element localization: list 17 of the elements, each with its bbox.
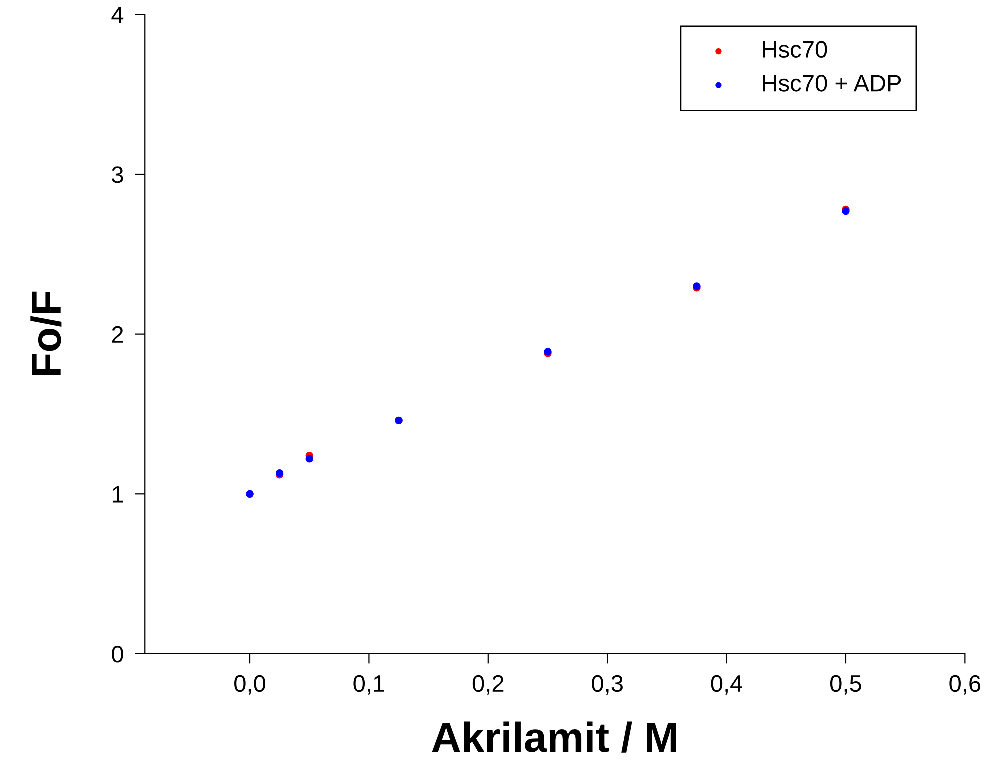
legend-label: Hsc70 + ADP: [763, 75, 902, 92]
point: [306, 455, 314, 463]
y-tick-label: 4: [112, 7, 124, 24]
y-tick-label: 2: [112, 326, 124, 343]
y-tick-label: 1: [112, 486, 124, 503]
x-axis-title: Akrilamit / M: [432, 722, 676, 753]
x-tick-label: 0,2: [472, 675, 504, 695]
x-tick-label: 0,4: [711, 675, 743, 695]
x-tick-label: 0,1: [354, 675, 384, 695]
x-tick-label: 0,6: [950, 675, 981, 695]
x-tick-label: 0,5: [830, 675, 862, 695]
y-tick-label: 3: [112, 166, 124, 184]
y-tick-label: 0: [112, 646, 124, 663]
x-tick-label: 0,0: [234, 675, 266, 695]
x-tick-label: 0,3: [592, 675, 623, 695]
y-axis-title: Fo/F: [30, 292, 62, 376]
legend-label: Hsc70: [763, 41, 828, 58]
